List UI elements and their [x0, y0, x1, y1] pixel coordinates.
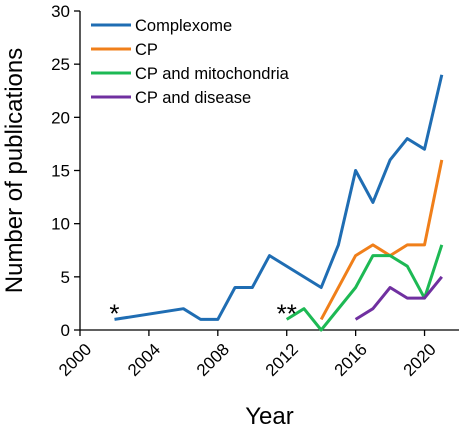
- x-tick-label: 2012: [262, 340, 302, 380]
- legend-label-cp: CP: [135, 41, 158, 59]
- y-tick-label: 10: [51, 215, 70, 234]
- x-axis-title: Year: [245, 403, 294, 430]
- series-line-cp-and-mitochondria: [285, 244, 444, 332]
- legend-label-complexome: Complexome: [135, 17, 232, 35]
- annotation-asterisk: *: [109, 299, 119, 329]
- y-axis-title: Number of publications: [1, 48, 28, 293]
- series-line-complexome: [114, 74, 444, 321]
- y-tick-label: 0: [61, 321, 70, 340]
- annotations: * **: [109, 299, 296, 329]
- legend: Complexome CP CP and mitochondria CP and di…: [91, 17, 290, 107]
- x-tick-label: 2016: [331, 340, 371, 380]
- y-tick-label: 30: [51, 2, 70, 21]
- y-tick-label: 15: [51, 162, 70, 181]
- x-tick-label: 2000: [55, 340, 95, 380]
- y-tick-label: 20: [51, 108, 70, 127]
- x-tick-label: 2020: [400, 340, 440, 380]
- series-line-cp-and-disease: [354, 275, 443, 321]
- series-layer: [114, 74, 444, 332]
- x-tick-label: 2004: [124, 340, 164, 380]
- x-tick-label: 2008: [193, 340, 233, 380]
- legend-label-cp-and-mitochondria: CP and mitochondria: [135, 65, 290, 83]
- legend-label-cp-and-disease: CP and disease: [135, 89, 251, 107]
- y-tick-label: 25: [51, 55, 70, 74]
- annotation-asterisk: **: [277, 299, 297, 329]
- y-tick-label: 5: [61, 268, 70, 287]
